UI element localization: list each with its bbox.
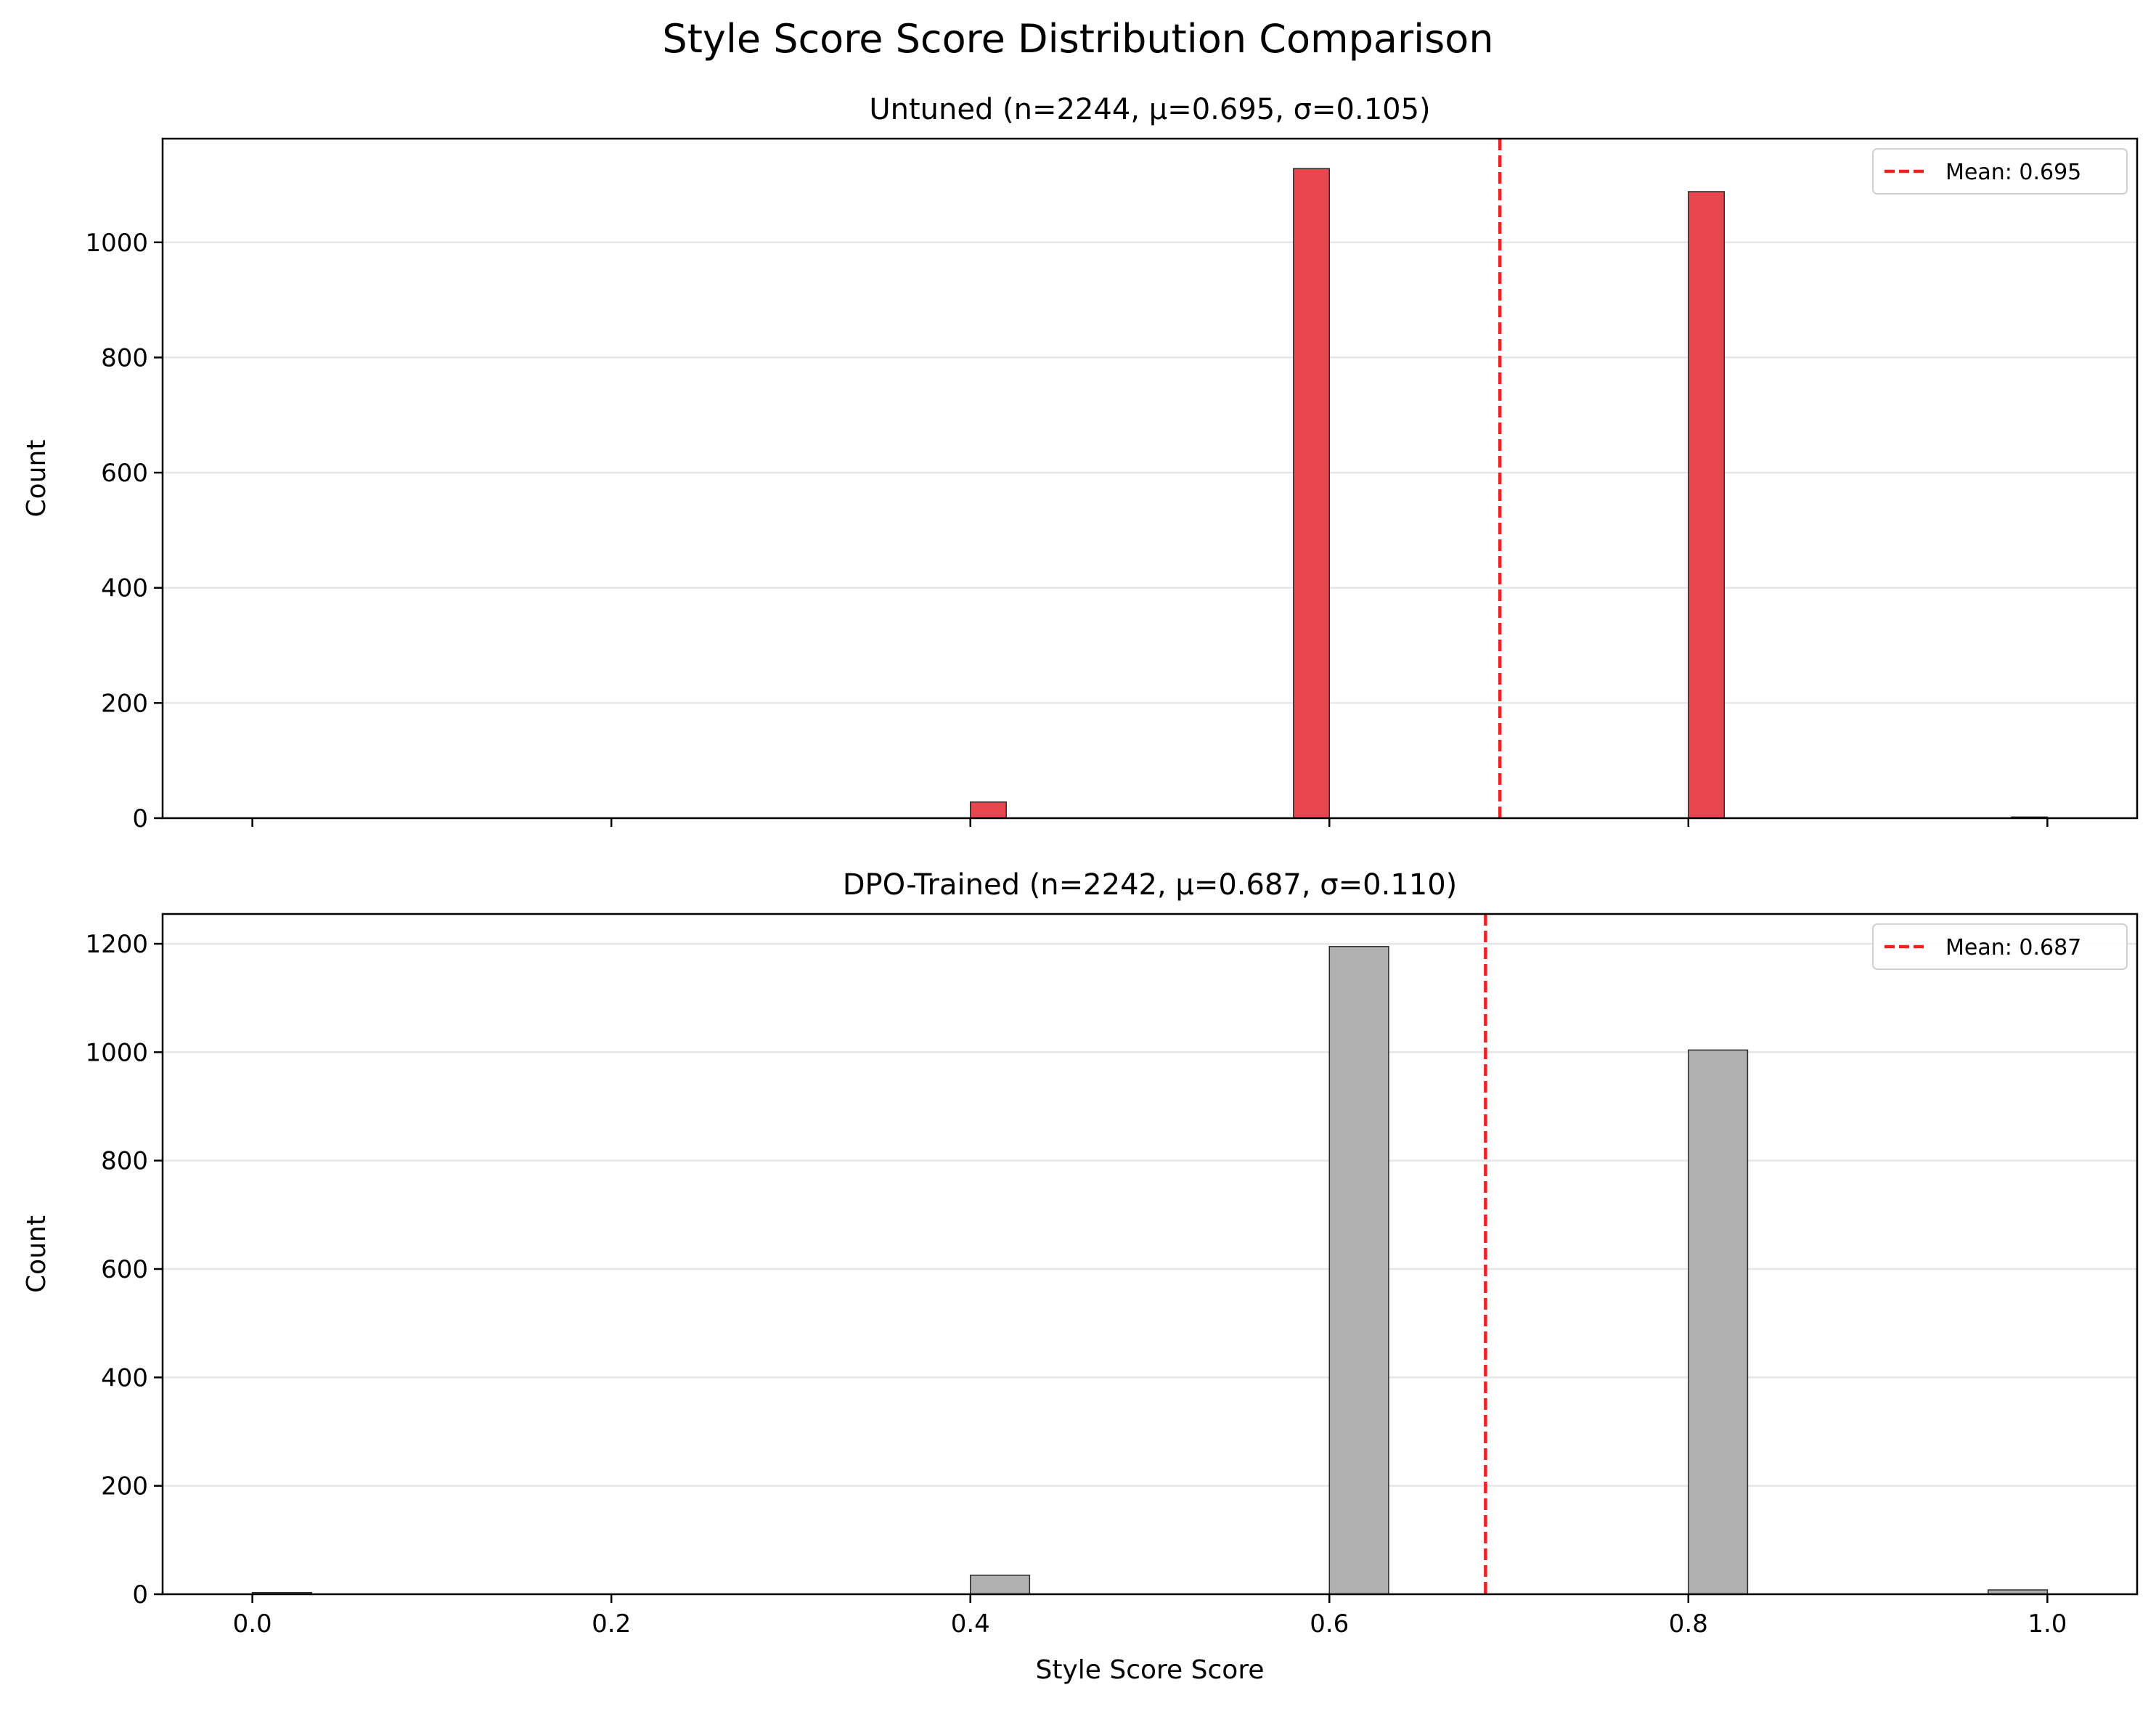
figure-title: Style Score Score Distribution Compariso… <box>662 16 1493 62</box>
subplot-untuned: 0 200 400 600 800 1000 Untuned (n=2244, μ=0.69… <box>22 93 2139 833</box>
x-tick-label: 0.4 <box>951 1609 990 1638</box>
y-tick-label: 0 <box>132 804 148 833</box>
legend-label: Mean: 0.687 <box>1945 935 2081 960</box>
plot-frame <box>161 913 2139 1596</box>
subplot-dpo-trained: 0 200 400 600 800 1000 1200 0.0 0.2 0.4 0.6 0.8 1.0 D… <box>22 868 2139 1685</box>
y-tick-label: 400 <box>101 574 148 603</box>
legend: Mean: 0.695 <box>1872 148 2128 195</box>
histogram-bar <box>1688 191 1726 819</box>
legend-box <box>1872 148 2128 195</box>
x-tick-label: 1.0 <box>2028 1609 2067 1638</box>
subplot-title: DPO-Trained (n=2242, μ=0.687, σ=0.110) <box>843 868 1458 902</box>
histogram-bar <box>969 801 1007 819</box>
plot-frame <box>161 137 2139 820</box>
x-tick-label: 0.8 <box>1669 1609 1708 1638</box>
y-tick-label: 0 <box>132 1580 148 1609</box>
x-tick-label: 0.2 <box>592 1609 631 1638</box>
legend-box <box>1872 923 2128 970</box>
y-tick-label: 600 <box>101 1255 148 1284</box>
y-tick-label: 800 <box>101 343 148 372</box>
y-tick-label: 600 <box>101 459 148 488</box>
y-tick-label: 400 <box>101 1363 148 1392</box>
legend-label: Mean: 0.695 <box>1945 160 2081 185</box>
y-tick-label: 1000 <box>85 1038 148 1067</box>
subplot-title: Untuned (n=2244, μ=0.695, σ=0.105) <box>869 93 1430 126</box>
histogram-bar <box>1328 946 1389 1595</box>
histogram-bar <box>1688 1049 1749 1595</box>
y-tick-label: 200 <box>101 689 148 718</box>
y-axis-label: Count <box>22 1215 52 1293</box>
y-tick-label: 200 <box>101 1472 148 1501</box>
legend: Mean: 0.687 <box>1872 923 2128 970</box>
histogram-bar <box>1293 168 1331 819</box>
histogram-bar <box>969 1575 1031 1595</box>
y-tick-label: 1200 <box>85 930 148 959</box>
y-tick-label: 1000 <box>85 229 148 258</box>
y-tick-label: 800 <box>101 1147 148 1176</box>
x-tick-label: 0.6 <box>1310 1609 1349 1638</box>
x-axis-label: Style Score Score <box>1036 1655 1265 1685</box>
y-axis-label: Count <box>22 440 52 518</box>
x-tick-label: 0.0 <box>233 1609 272 1638</box>
